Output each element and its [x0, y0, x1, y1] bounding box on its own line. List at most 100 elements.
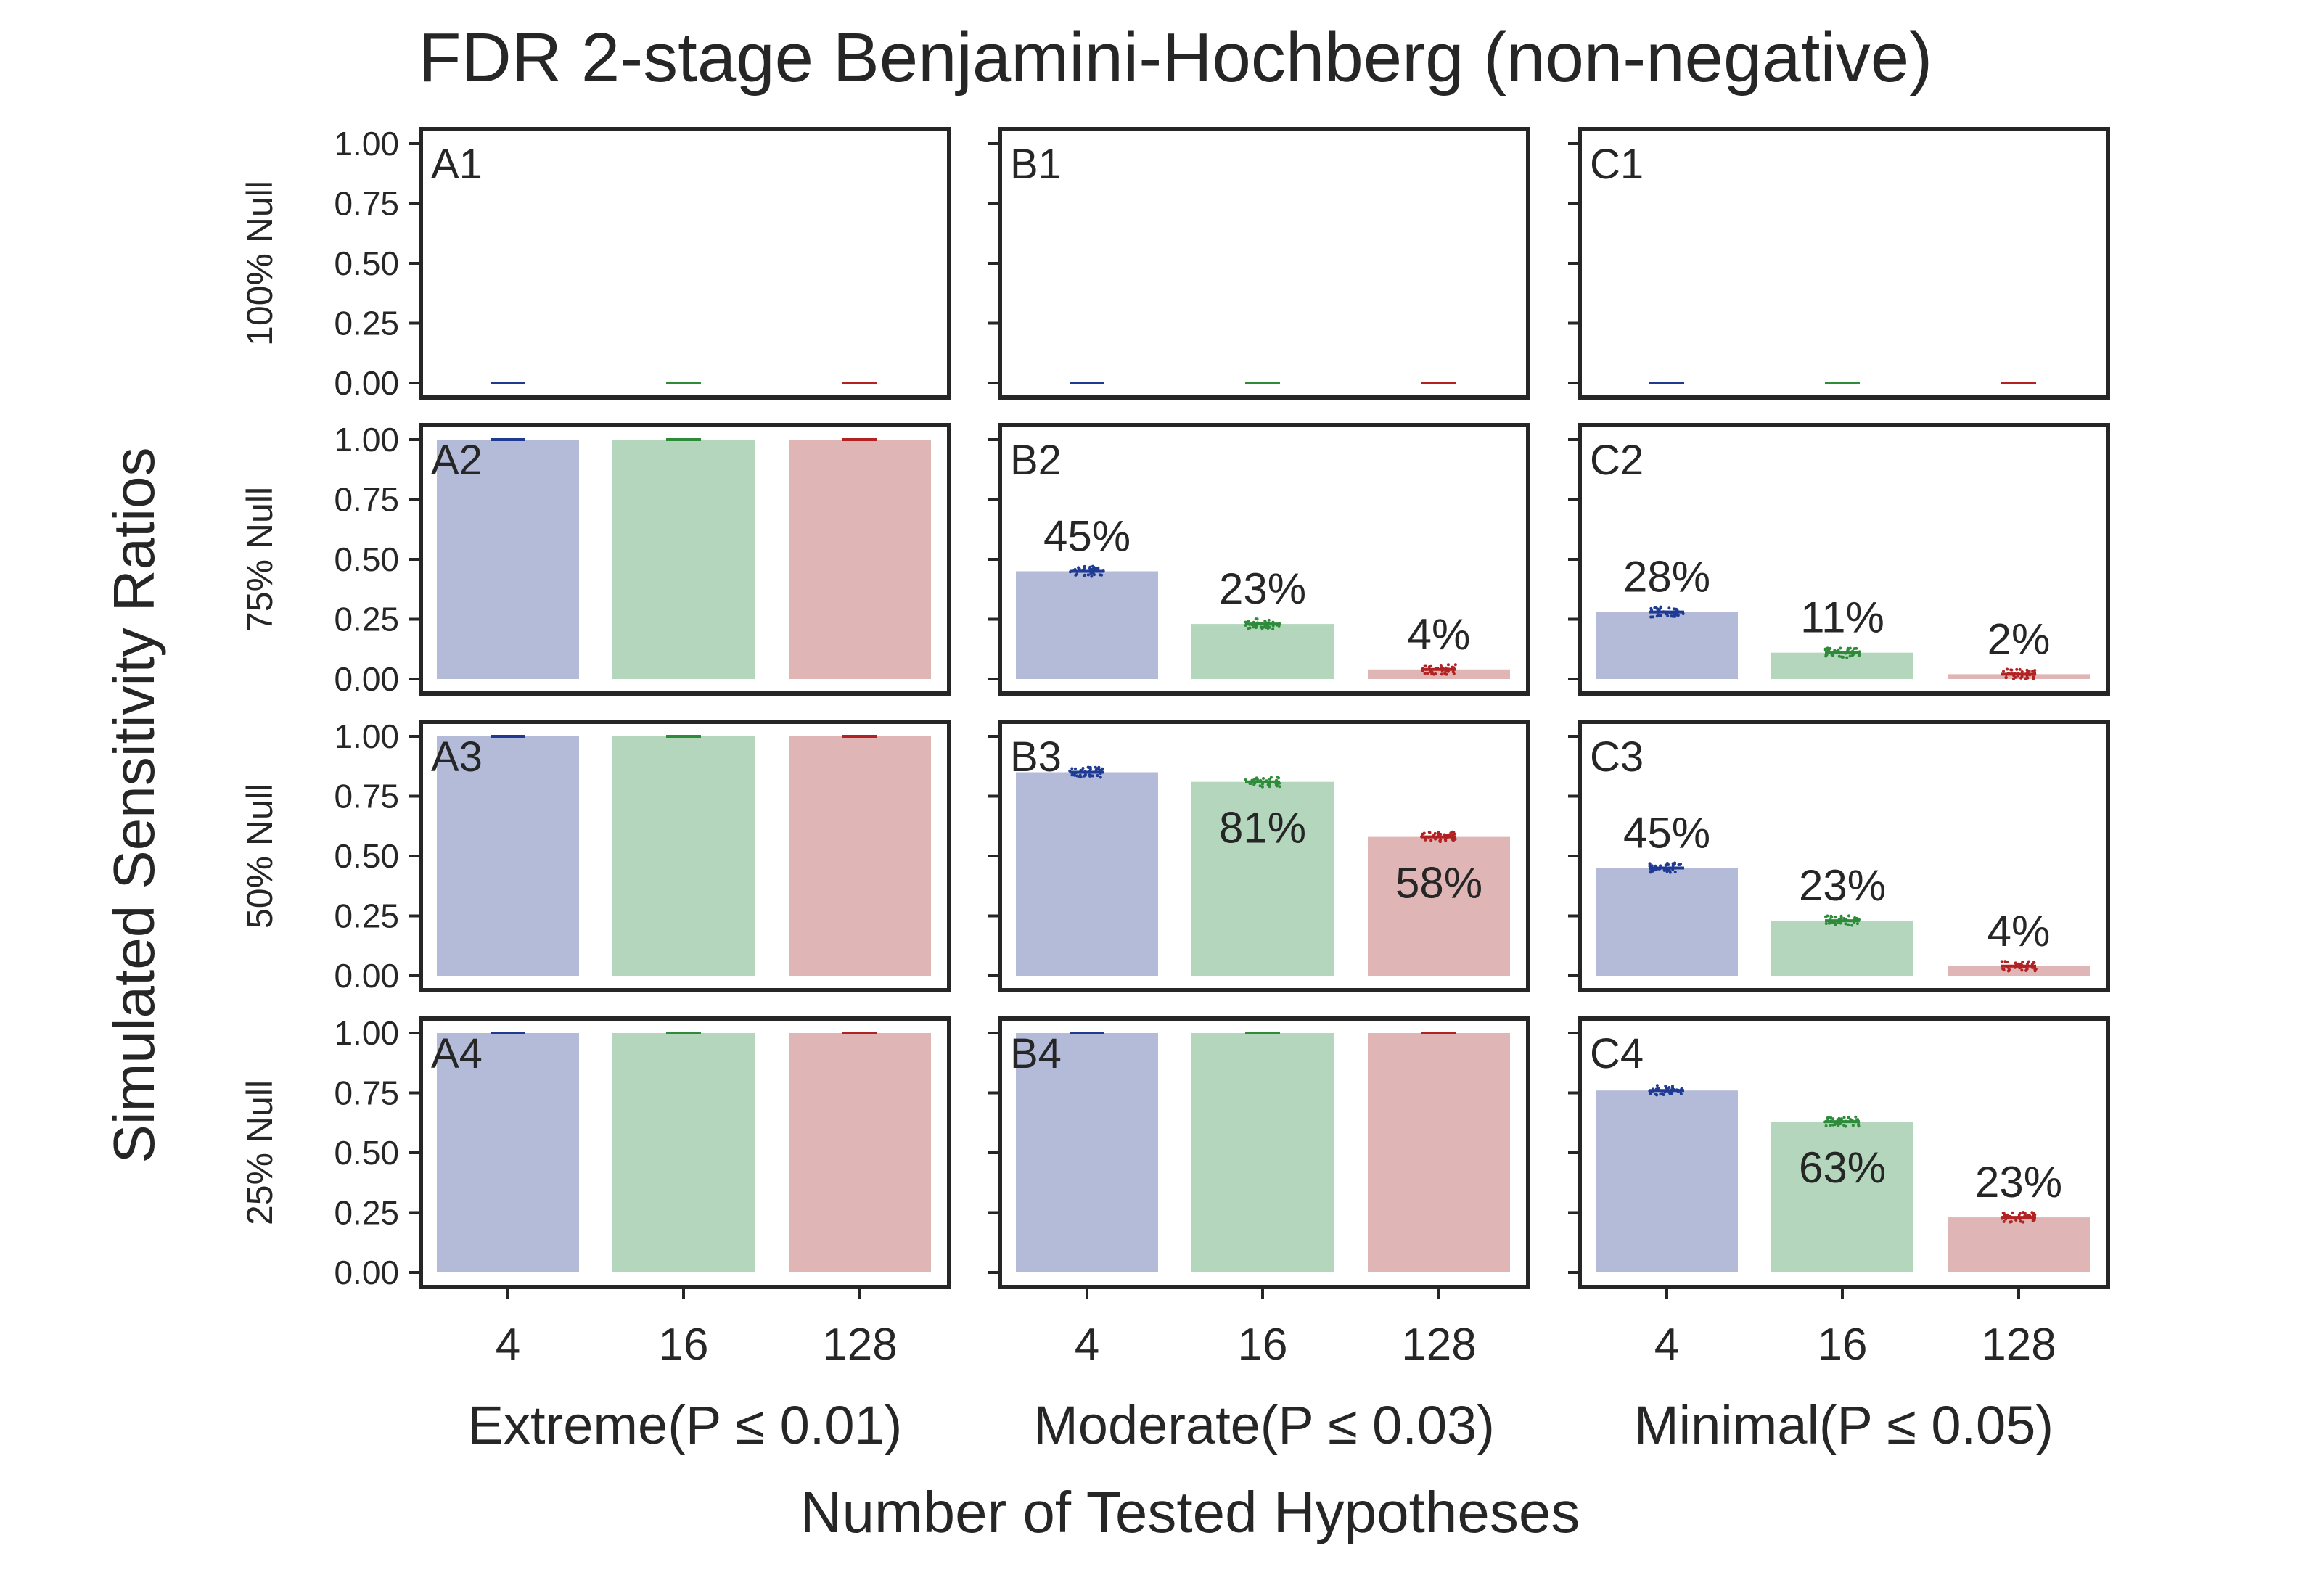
sim-point — [1247, 781, 1250, 784]
points-b2-4 — [1068, 564, 1105, 578]
sim-point — [2009, 1219, 2013, 1223]
bar-b2-16 — [1191, 624, 1334, 679]
panel-id: C4 — [1590, 1030, 1644, 1077]
sim-point — [2019, 1219, 2022, 1223]
sim-point — [1839, 646, 1842, 650]
sim-point — [1441, 667, 1445, 670]
x-tick-label: 4 — [1075, 1320, 1099, 1370]
sim-point — [1666, 863, 1670, 866]
panel-id: A4 — [431, 1030, 483, 1077]
panel-b4: B4 4 16 128 — [988, 1016, 1530, 1370]
sim-point — [1677, 866, 1681, 870]
sim-point — [2004, 1217, 2008, 1220]
panel-c3: 45% 23% 4% C3 — [1568, 720, 2110, 992]
data-label-b2-4: 45% — [1043, 512, 1131, 561]
sim-point — [1262, 776, 1265, 780]
sim-point — [1667, 606, 1671, 610]
sim-point — [1083, 574, 1086, 577]
y-tick-label: 0.00 — [334, 957, 399, 995]
sim-point — [2018, 667, 2022, 671]
sim-point — [1824, 915, 1828, 918]
sim-point — [2014, 675, 2017, 679]
panel-id: A2 — [431, 437, 483, 484]
sim-point — [1444, 669, 1448, 672]
sim-point — [1265, 621, 1268, 625]
sim-point — [1666, 614, 1670, 618]
sim-point — [2030, 966, 2034, 969]
sim-point — [1675, 613, 1679, 617]
sim-point — [2013, 966, 2017, 969]
sim-point — [1842, 1116, 1846, 1119]
y-tick-label: 0.25 — [334, 601, 399, 638]
sim-point — [2021, 964, 2024, 968]
x-tick-label: 4 — [1654, 1320, 1679, 1370]
sim-point — [1846, 646, 1850, 650]
sim-point — [1673, 870, 1677, 873]
bar-c4-128 — [1948, 1217, 2090, 1272]
sim-point — [1851, 1124, 1855, 1127]
sim-point — [1451, 670, 1455, 674]
sim-point — [1453, 663, 1457, 667]
sim-point — [1258, 784, 1262, 788]
sim-point — [1079, 768, 1083, 772]
sim-point — [1831, 651, 1834, 654]
sim-point — [1278, 781, 1281, 785]
panel-b3: 81% 58% B3 — [988, 720, 1530, 992]
sim-point — [1433, 831, 1437, 835]
sim-point — [1858, 652, 1861, 656]
bar-b4-4 — [1016, 1033, 1158, 1272]
bar-c2-4 — [1596, 612, 1738, 679]
sim-point — [2018, 1217, 2022, 1221]
y-tick-label: 0.00 — [334, 660, 399, 698]
sim-point — [1839, 921, 1842, 925]
sim-point — [1267, 618, 1271, 622]
sim-point — [1426, 672, 1429, 675]
sim-point — [1086, 573, 1090, 577]
sim-point — [1252, 620, 1255, 624]
panel-id: C2 — [1590, 437, 1644, 484]
sim-point — [2013, 672, 2017, 675]
sim-point — [1271, 620, 1275, 624]
sim-point — [1827, 919, 1831, 923]
sim-point — [1451, 837, 1454, 841]
sim-point — [1247, 620, 1250, 623]
bar-a2-128 — [789, 440, 931, 679]
sim-point — [1846, 923, 1850, 926]
sim-point — [1659, 1089, 1662, 1093]
y-tick-label: 1.00 — [334, 717, 399, 755]
sim-point — [1827, 649, 1831, 652]
sim-point — [1268, 782, 1271, 786]
sim-point — [1259, 778, 1263, 782]
sim-point — [2022, 1211, 2025, 1214]
sim-point — [2009, 964, 2013, 968]
sim-point — [2006, 667, 2009, 671]
sim-point — [1083, 774, 1086, 778]
sim-point — [1083, 770, 1087, 773]
points-c4-4 — [1648, 1084, 1683, 1097]
bar-b4-128 — [1368, 1033, 1510, 1272]
sim-point — [1844, 922, 1847, 926]
sim-point — [1834, 650, 1837, 654]
data-label-b3-128: 58% — [1395, 859, 1482, 908]
sim-point — [2006, 1213, 2009, 1217]
sim-point — [1667, 1090, 1670, 1093]
y-tick-label: 0.00 — [334, 1254, 399, 1291]
x-axis-title: Number of Tested Hypotheses — [800, 1480, 1580, 1544]
x-tick-label: 16 — [1818, 1320, 1868, 1370]
sim-point — [1432, 834, 1436, 838]
sim-point — [1083, 567, 1086, 570]
sim-point — [2009, 1215, 2012, 1219]
sim-point — [1075, 774, 1079, 778]
sim-point — [1827, 921, 1831, 925]
sim-point — [1839, 914, 1843, 918]
panel-id: B4 — [1010, 1030, 1062, 1077]
sim-point — [1655, 1084, 1659, 1087]
bar-b2-4 — [1016, 571, 1158, 679]
panel-b2: 45% 23% 4% B2 — [988, 423, 1530, 696]
sim-point — [1451, 665, 1454, 669]
bar-a2-16 — [612, 440, 755, 679]
sim-point — [1833, 921, 1837, 925]
sim-point — [1437, 833, 1440, 836]
sim-point — [1439, 663, 1443, 667]
sim-point — [2002, 1212, 2006, 1215]
